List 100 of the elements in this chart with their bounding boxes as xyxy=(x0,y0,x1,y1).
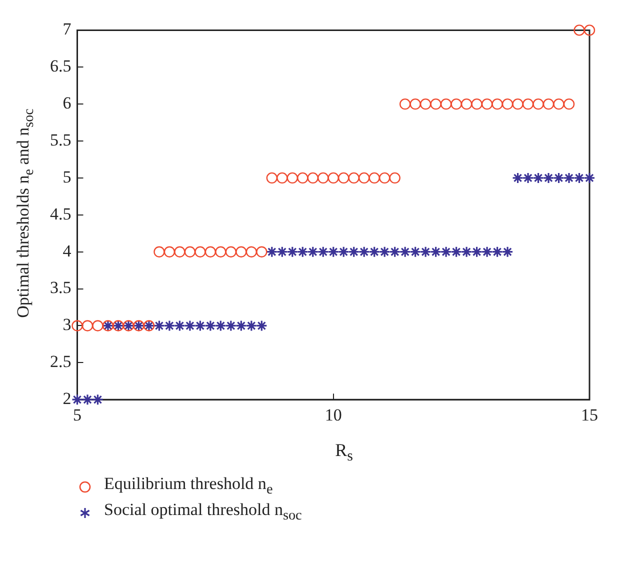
point xyxy=(573,172,586,184)
y-tick-label: 2 xyxy=(62,389,72,408)
point xyxy=(194,320,206,332)
point xyxy=(92,394,104,406)
point xyxy=(420,98,432,110)
point xyxy=(92,320,104,332)
point xyxy=(266,172,278,184)
y-tick-label: 5.5 xyxy=(50,130,72,150)
point xyxy=(154,246,165,258)
point xyxy=(532,172,544,184)
point xyxy=(204,320,216,332)
point xyxy=(174,320,186,332)
point xyxy=(348,246,360,258)
point xyxy=(491,246,504,258)
point xyxy=(286,246,298,258)
point xyxy=(471,98,482,110)
point xyxy=(584,24,596,36)
point xyxy=(399,98,411,110)
point xyxy=(460,98,472,110)
point xyxy=(368,246,380,258)
point xyxy=(584,172,596,184)
point xyxy=(318,172,329,184)
point xyxy=(512,172,524,184)
point xyxy=(450,98,462,110)
point xyxy=(236,246,247,258)
point xyxy=(184,246,196,258)
point xyxy=(174,246,186,258)
point xyxy=(563,172,575,184)
point xyxy=(512,98,524,110)
point xyxy=(481,246,493,258)
point xyxy=(471,246,483,258)
point xyxy=(153,320,166,332)
y-tick-label: 4.5 xyxy=(50,204,72,224)
point xyxy=(389,246,401,258)
point xyxy=(430,246,442,258)
point xyxy=(276,246,288,258)
point xyxy=(532,98,544,110)
point xyxy=(82,320,94,332)
point xyxy=(399,246,411,258)
y-tick-label: 5 xyxy=(62,167,72,186)
point xyxy=(542,98,554,110)
y-tick-label: 6.5 xyxy=(50,56,72,76)
point xyxy=(430,98,442,110)
point xyxy=(286,172,298,184)
point xyxy=(563,98,575,110)
point xyxy=(235,320,247,332)
point xyxy=(225,320,237,332)
point xyxy=(276,172,288,184)
y-tick-label: 3 xyxy=(62,315,72,334)
point xyxy=(522,98,534,110)
point xyxy=(256,246,268,258)
legend-label: Social optimal threshold n$_{soc}$ xyxy=(104,500,302,525)
point xyxy=(184,320,196,332)
point xyxy=(553,98,564,110)
point xyxy=(348,172,360,184)
point xyxy=(214,320,226,332)
point xyxy=(307,246,319,258)
point xyxy=(420,246,432,258)
point xyxy=(481,98,493,110)
point xyxy=(379,172,390,184)
point xyxy=(460,246,472,258)
y-tick-label: 4 xyxy=(62,241,72,260)
y-tick-label: 7 xyxy=(62,20,72,39)
point xyxy=(410,246,422,258)
point xyxy=(338,246,350,258)
point xyxy=(204,246,216,258)
point xyxy=(246,246,258,258)
point xyxy=(574,24,585,36)
point xyxy=(256,320,268,332)
point xyxy=(440,98,452,110)
point xyxy=(317,246,329,258)
point xyxy=(266,246,278,258)
point xyxy=(328,172,339,184)
point xyxy=(246,320,258,332)
point xyxy=(502,246,514,258)
point xyxy=(194,246,206,258)
legend-label: Equilibrium threshold n$_{e}$ xyxy=(104,474,273,499)
point xyxy=(72,320,83,332)
point xyxy=(338,172,350,184)
point xyxy=(492,98,503,110)
point xyxy=(215,246,226,258)
point xyxy=(307,172,318,184)
point xyxy=(164,246,176,258)
point xyxy=(82,394,94,406)
x-tick-label: 10 xyxy=(324,405,342,424)
point xyxy=(440,246,452,258)
point xyxy=(225,246,237,258)
point xyxy=(297,172,308,184)
y-tick-label: 3.5 xyxy=(50,278,72,298)
x-tick-label: 15 xyxy=(581,405,598,424)
point xyxy=(450,246,462,258)
point xyxy=(368,172,380,184)
point xyxy=(389,172,400,184)
point xyxy=(328,246,340,258)
point xyxy=(502,98,514,110)
point xyxy=(552,172,565,184)
point xyxy=(522,172,534,184)
y-tick-label: 2.5 xyxy=(50,352,72,372)
point xyxy=(358,172,370,184)
point xyxy=(164,320,176,332)
